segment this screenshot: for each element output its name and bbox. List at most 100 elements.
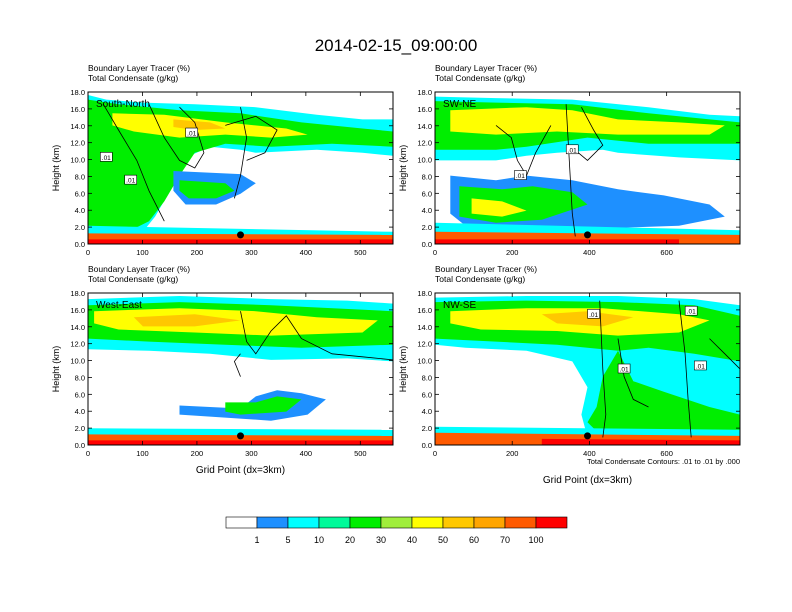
y-tick-label: 14.0 bbox=[70, 323, 85, 332]
field-region-3 bbox=[133, 314, 241, 327]
colorbar-label: 20 bbox=[345, 535, 355, 545]
subtitle-condensate: Total Condensate (g/kg) bbox=[435, 73, 525, 83]
x-tick-label: 400 bbox=[583, 449, 596, 458]
field-region-5 bbox=[225, 396, 302, 415]
y-tick-label: 4.0 bbox=[75, 206, 85, 215]
colorbar-label: 1 bbox=[254, 535, 259, 545]
condensate-contour-1 bbox=[617, 338, 649, 408]
x-tick-label: 300 bbox=[245, 449, 258, 458]
y-tick-label: 2.0 bbox=[75, 223, 85, 232]
y-tick-label: 0.0 bbox=[75, 240, 85, 249]
colorbar-swatch bbox=[256, 516, 289, 529]
x-tick-label: 100 bbox=[136, 449, 149, 458]
contour-label-box bbox=[694, 360, 707, 371]
contour-label-box bbox=[100, 152, 113, 162]
y-tick-label: 16.0 bbox=[417, 105, 432, 114]
contour-label: .01 bbox=[696, 363, 705, 370]
field-region-2 bbox=[94, 308, 378, 336]
contour-label: .01 bbox=[102, 155, 111, 162]
subtitle-condensate: Total Condensate (g/kg) bbox=[435, 274, 525, 284]
x-tick-label: 400 bbox=[300, 248, 313, 257]
colorbar-swatch bbox=[380, 516, 413, 529]
condensate-contour-0 bbox=[495, 125, 552, 177]
location-marker bbox=[584, 432, 591, 440]
y-tick-label: 18.0 bbox=[70, 88, 85, 97]
contour-label-box bbox=[185, 127, 198, 138]
x-tick-label: 0 bbox=[86, 248, 90, 257]
colorbar-swatch bbox=[442, 516, 475, 529]
x-tick-label: 0 bbox=[86, 449, 90, 458]
field-region-6 bbox=[541, 438, 740, 445]
colorbar-swatch bbox=[287, 516, 320, 529]
y-tick-label: 6.0 bbox=[422, 390, 432, 399]
location-marker bbox=[584, 231, 591, 239]
contour-label: .01 bbox=[126, 178, 135, 185]
condensate-contour-3 bbox=[225, 115, 278, 161]
panel-2: West-East Boundary Layer Tracer (%)Total … bbox=[51, 264, 394, 476]
location-marker bbox=[237, 231, 244, 239]
condensate-contour-1 bbox=[148, 104, 205, 169]
y-tick-label: 12.0 bbox=[70, 340, 85, 349]
y-axis-label: Height (km) bbox=[398, 145, 408, 192]
colorbar-label: 70 bbox=[500, 535, 510, 545]
y-tick-label: 2.0 bbox=[422, 223, 432, 232]
y-tick-label: 14.0 bbox=[417, 122, 432, 131]
x-tick-label: 300 bbox=[245, 248, 258, 257]
y-tick-label: 16.0 bbox=[417, 306, 432, 315]
location-marker bbox=[237, 432, 244, 440]
y-tick-label: 18.0 bbox=[70, 289, 85, 298]
condensate-contour-2 bbox=[234, 107, 248, 199]
colorbar-swatch bbox=[504, 516, 537, 529]
contour-label: .01 bbox=[687, 309, 696, 316]
contour-label-box bbox=[684, 305, 698, 316]
field-region-2 bbox=[450, 107, 725, 135]
x-tick-label: 400 bbox=[583, 248, 596, 257]
tracer-field bbox=[435, 96, 740, 244]
y-tick-label: 10.0 bbox=[417, 156, 432, 165]
y-tick-label: 18.0 bbox=[417, 88, 432, 97]
y-tick-label: 8.0 bbox=[75, 373, 85, 382]
condensate-contour-1 bbox=[565, 104, 576, 237]
panel-1: .01 .01 SW-NE Boundary Layer Tracer (%)Tota… bbox=[398, 63, 741, 257]
y-tick-label: 10.0 bbox=[70, 357, 85, 366]
y-tick-label: 0.0 bbox=[422, 441, 432, 450]
y-tick-label: 2.0 bbox=[75, 424, 85, 433]
x-tick-label: 500 bbox=[354, 449, 367, 458]
contour-label-box bbox=[514, 170, 527, 180]
tracer-field bbox=[435, 296, 740, 445]
contour-label: .01 bbox=[568, 147, 577, 154]
colorbar-label: 5 bbox=[285, 535, 290, 545]
y-axis-label: Height (km) bbox=[51, 145, 61, 192]
y-tick-label: 0.0 bbox=[75, 441, 85, 450]
x-tick-label: 600 bbox=[660, 449, 673, 458]
x-tick-label: 200 bbox=[191, 449, 204, 458]
panel-label: West-East bbox=[96, 300, 142, 311]
condensate-contour-2 bbox=[678, 300, 692, 438]
tracer-field bbox=[88, 95, 393, 244]
colorbar-label: 60 bbox=[469, 535, 479, 545]
panel-3: .01 .01 .01 .01 NW-SE Boundary Layer Tracer (… bbox=[398, 264, 741, 486]
plot-frame bbox=[87, 91, 394, 245]
colorbar-swatch bbox=[535, 516, 568, 529]
field-region-5 bbox=[179, 180, 235, 199]
field-region-8 bbox=[435, 239, 679, 244]
contour-label-box bbox=[565, 144, 579, 155]
field-region-3 bbox=[541, 311, 634, 327]
panel-0: .01 .01 .01 South-North Boundary Layer Trace… bbox=[51, 63, 394, 257]
y-tick-label: 12.0 bbox=[417, 340, 432, 349]
x-tick-label: 200 bbox=[506, 449, 519, 458]
y-tick-label: 0.0 bbox=[422, 240, 432, 249]
condensate-contour-0 bbox=[102, 103, 165, 222]
y-axis-label: Height (km) bbox=[398, 346, 408, 393]
colorbar-swatch bbox=[349, 516, 382, 529]
panel-label: NW-SE bbox=[443, 300, 476, 311]
field-region-1 bbox=[435, 300, 740, 438]
y-tick-label: 4.0 bbox=[422, 407, 432, 416]
subtitle-tracer: Boundary Layer Tracer (%) bbox=[435, 264, 537, 274]
colorbar-swatch bbox=[473, 516, 506, 529]
condensate-contour-0 bbox=[240, 311, 393, 361]
x-tick-label: 200 bbox=[191, 248, 204, 257]
x-tick-label: 600 bbox=[660, 248, 673, 257]
colorbar-swatch bbox=[411, 516, 444, 529]
colorbar-label: 50 bbox=[438, 535, 448, 545]
